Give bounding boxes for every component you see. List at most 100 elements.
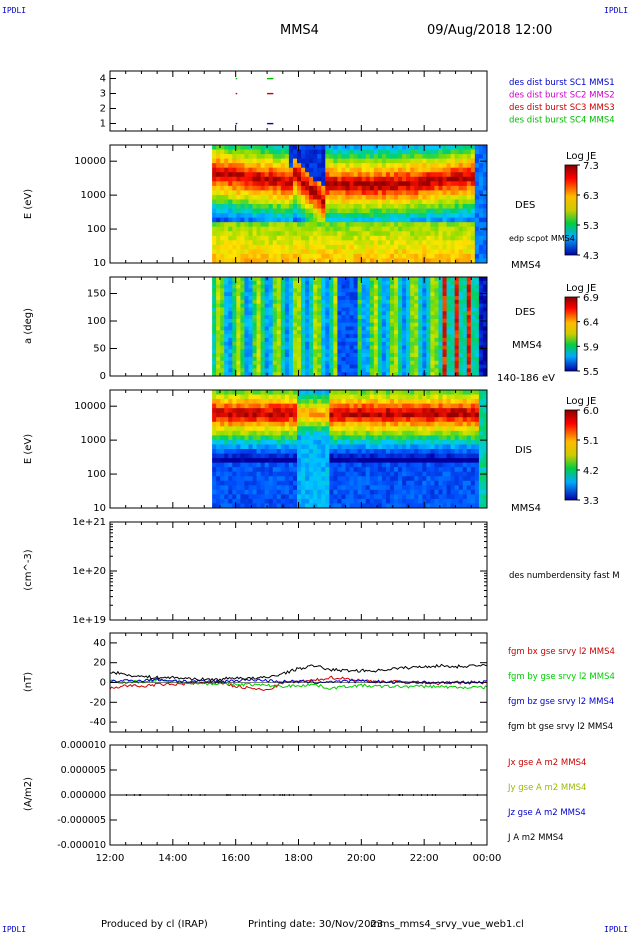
spectrogram-cell	[292, 334, 298, 339]
spectrogram-cell	[482, 360, 488, 365]
spectrogram-cell	[276, 303, 282, 308]
spectrogram-cell	[426, 430, 431, 436]
spectrogram-cell	[361, 368, 367, 373]
spectrogram-cell	[398, 368, 403, 373]
spectrogram-cell	[321, 208, 326, 214]
spectrogram-cell	[244, 372, 249, 377]
spectrogram-cell	[373, 199, 379, 205]
spectrogram-cell	[414, 498, 419, 504]
spectrogram-cell	[272, 213, 278, 219]
spectrogram-cell	[365, 412, 371, 418]
spectrogram-cell	[458, 307, 464, 312]
spectrogram-cell	[292, 226, 298, 232]
spectrogram-cell	[224, 485, 229, 491]
spectrogram-cell	[313, 296, 318, 301]
spectrogram-cell	[373, 158, 379, 164]
spectrogram-cell	[256, 244, 262, 250]
spectrogram-cell	[414, 353, 419, 358]
spectrogram-cell	[325, 240, 330, 246]
spectrogram-cell	[276, 476, 282, 482]
spectrogram-cell	[353, 280, 359, 286]
spectrogram-cell	[228, 315, 233, 320]
spectrogram-cell	[434, 311, 439, 316]
spectrogram-cell	[228, 503, 233, 509]
spectrogram-cell	[224, 458, 229, 464]
spectrogram-cell	[438, 334, 443, 339]
spectrogram-cell	[377, 277, 383, 282]
spectrogram-cell	[216, 453, 221, 459]
spectrogram-cell	[398, 439, 403, 445]
spectrogram-cell	[309, 253, 314, 259]
spectrogram-cell	[220, 315, 225, 320]
spectrogram-cell	[240, 154, 245, 160]
spectrogram-cell	[321, 318, 326, 324]
spectrogram-cell	[381, 334, 387, 339]
spectrogram-cell	[288, 213, 294, 219]
spectrogram-cell	[478, 172, 484, 178]
burst-interval-mark	[267, 77, 274, 80]
spectrogram-cell	[381, 213, 387, 219]
spectrogram-cell	[442, 231, 447, 237]
spectrogram-cell	[297, 222, 302, 228]
spectrogram-cell	[224, 337, 229, 343]
spectrogram-cell	[276, 299, 282, 305]
spectrogram-cell	[321, 449, 326, 454]
spectrogram-cell	[297, 368, 302, 373]
spectrogram-cell	[329, 176, 334, 182]
spectrogram-cell	[305, 163, 310, 169]
spectrogram-cell	[446, 303, 452, 308]
spectrogram-cell	[321, 458, 326, 464]
spectrogram-cell	[292, 240, 298, 246]
spectrogram-cell	[232, 311, 237, 316]
spectrogram-cell	[398, 349, 403, 354]
corner-label-bottom-right: IPDLI	[604, 925, 629, 934]
spectrogram-cell	[337, 462, 342, 468]
spectrogram-cell	[288, 417, 294, 423]
spectrogram-cell	[236, 489, 241, 495]
spectrogram-cell	[216, 311, 221, 316]
spectrogram-cell	[446, 311, 452, 316]
spectrogram-cell	[252, 426, 257, 432]
spectrogram-cell	[466, 176, 472, 182]
spectrogram-cell	[373, 399, 379, 405]
spectrogram-cell	[232, 345, 237, 350]
spectrogram-cell	[292, 284, 298, 289]
spectrogram-cell	[333, 167, 338, 173]
spectrogram-cell	[216, 190, 221, 196]
spectrogram-cell	[442, 149, 447, 155]
spectrogram-cell	[212, 444, 217, 450]
spectrogram-cell	[297, 158, 302, 164]
spectrogram-cell	[260, 334, 266, 339]
spectrogram-cell	[414, 292, 419, 297]
spectrogram-cell	[470, 326, 476, 331]
spectrogram-cell	[276, 421, 282, 427]
spectrogram-cell	[458, 208, 464, 214]
spectrogram-cell	[212, 154, 217, 160]
spectrogram-cell	[442, 222, 447, 228]
spectrogram-cell	[369, 330, 375, 335]
spectrogram-cell	[402, 489, 407, 495]
spectrogram-cell	[216, 244, 221, 250]
spectrogram-cell	[402, 356, 407, 362]
spectrogram-cell	[272, 349, 278, 354]
spectrogram-cell	[212, 244, 217, 250]
spectrogram-cell	[317, 253, 322, 259]
spectrogram-cell	[414, 288, 419, 293]
spectrogram-cell	[361, 356, 367, 362]
spectrogram-cell	[430, 353, 435, 358]
spectrogram-cell	[244, 244, 249, 250]
spectrogram-cell	[276, 217, 282, 223]
spectrogram-cell	[446, 341, 452, 346]
spectrogram-cell	[365, 217, 371, 223]
spectrogram-cell	[325, 154, 330, 160]
spectrogram-cell	[482, 299, 488, 305]
spectrogram-cell	[466, 299, 472, 305]
spectrogram-cell	[385, 226, 391, 232]
spectrogram-cell	[313, 421, 318, 427]
spectrogram-cell	[341, 349, 346, 354]
spectrogram-cell	[248, 217, 253, 223]
spectrogram-cell	[309, 235, 314, 241]
spectrogram-cell	[325, 467, 330, 473]
spectrogram-cell	[454, 292, 460, 297]
spectrogram-cell	[478, 341, 484, 346]
